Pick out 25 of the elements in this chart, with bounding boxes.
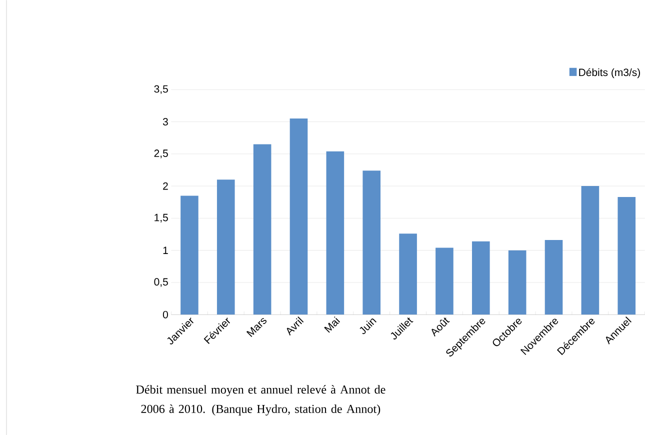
bar <box>544 240 563 315</box>
y-tick-label: 0,5 <box>154 278 168 287</box>
bar <box>362 170 381 315</box>
y-tick-label: 2 <box>163 182 168 190</box>
bar <box>508 250 526 315</box>
text: Débit mensuel moyen et annuel relevé à Annot de 2006 à 2010. (Banque Hydro, station de Annot) <box>136 385 386 416</box>
x-tick-label: Mai <box>324 316 340 333</box>
y-tick-label: 3 <box>162 118 168 126</box>
bar <box>180 196 198 315</box>
legend-label: Débits (m3/s) <box>579 68 640 78</box>
bar <box>399 234 417 315</box>
bar <box>436 248 454 315</box>
y-tick-label: 1,5 <box>154 214 168 222</box>
y-tick-label: 0 <box>162 310 168 318</box>
bar <box>253 144 272 315</box>
bar <box>618 196 636 315</box>
x-tick-label: Juin <box>360 318 376 334</box>
bar <box>290 118 308 315</box>
bar <box>216 180 235 315</box>
bar <box>472 241 490 315</box>
bar <box>581 186 600 315</box>
y-tick-label: 1 <box>163 246 168 254</box>
bar <box>326 151 344 315</box>
y-tick-label: 2,5 <box>154 150 168 158</box>
y-tick-label: 3,5 <box>154 85 168 94</box>
